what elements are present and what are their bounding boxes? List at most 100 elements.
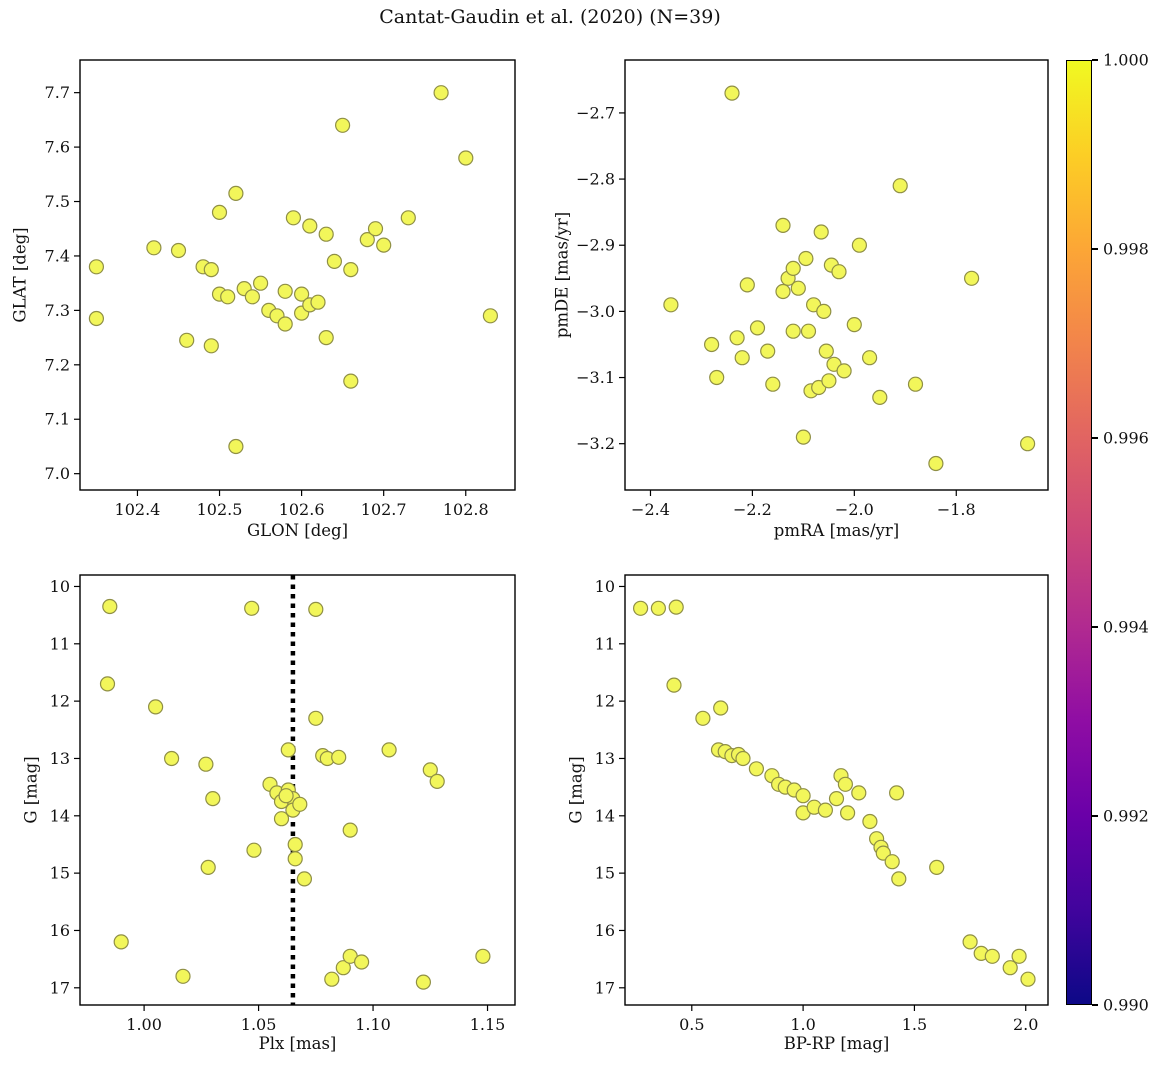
colorbar-tick-label: 0.994 bbox=[1103, 617, 1149, 637]
data-point bbox=[342, 822, 358, 838]
data-point bbox=[429, 773, 445, 789]
y-tick-label: −2.7 bbox=[576, 103, 615, 122]
data-point bbox=[828, 791, 845, 807]
y-tick-label: 7.4 bbox=[45, 246, 70, 265]
y-tick-label: −2.8 bbox=[576, 170, 615, 189]
x-tick-label: −2.0 bbox=[835, 500, 874, 519]
data-point bbox=[821, 373, 837, 389]
data-point bbox=[785, 323, 801, 339]
data-point bbox=[294, 286, 310, 302]
data-point bbox=[650, 600, 667, 616]
data-point bbox=[1002, 960, 1018, 976]
data-point bbox=[749, 320, 766, 336]
data-point bbox=[359, 232, 375, 248]
y-tick-label: −3.2 bbox=[576, 434, 615, 453]
data-point bbox=[760, 343, 776, 359]
x-tick-label: 2.0 bbox=[1013, 1015, 1038, 1034]
data-point bbox=[798, 250, 814, 267]
data-point bbox=[287, 851, 303, 867]
data-point bbox=[88, 259, 104, 275]
data-point bbox=[862, 813, 878, 830]
data-point bbox=[335, 117, 351, 133]
data-point bbox=[851, 785, 867, 801]
x-tick-label: 102.7 bbox=[361, 500, 407, 519]
axes-box bbox=[79, 59, 516, 491]
data-points-group bbox=[88, 85, 498, 455]
y-axis-label-glat: GLAT [deg] bbox=[10, 227, 30, 323]
data-point bbox=[381, 742, 397, 758]
y-tick-label: −2.9 bbox=[576, 236, 615, 255]
y-tick-label: 12 bbox=[50, 692, 70, 711]
data-point bbox=[984, 948, 1000, 964]
x-tick-label: 0.5 bbox=[679, 1015, 704, 1034]
scatter-plot-pmra-pmde: −2.4 −2.2 −2.0 −1.8 −2.7 −2.8 −2.9 −3.0 −3.1 −3.2 bbox=[576, 59, 1049, 519]
data-point bbox=[748, 761, 764, 777]
data-point bbox=[244, 289, 260, 305]
data-point bbox=[113, 934, 129, 950]
x-tick-label: 1.10 bbox=[355, 1015, 391, 1034]
scatter-plot-plx-g: 1.00 1.05 1.10 1.15 10 11 12 13 14 15 16 17 bbox=[50, 574, 516, 1034]
x-tick-label: −2.4 bbox=[631, 500, 670, 519]
y-tick-label: 13 bbox=[595, 749, 615, 768]
data-point bbox=[735, 750, 751, 767]
data-point bbox=[205, 791, 221, 807]
data-point bbox=[816, 303, 832, 319]
x-tick-label: 1.15 bbox=[470, 1015, 506, 1034]
data-point bbox=[734, 350, 750, 366]
data-point bbox=[790, 280, 806, 296]
data-point bbox=[818, 343, 834, 359]
data-point bbox=[458, 150, 474, 166]
colorbar-tick-mark bbox=[1092, 437, 1098, 439]
data-point bbox=[668, 599, 684, 615]
colorbar-tick-label: 1.000 bbox=[1103, 50, 1149, 70]
data-point bbox=[666, 677, 682, 693]
data-point bbox=[400, 210, 416, 226]
data-point bbox=[862, 350, 878, 366]
axes-box bbox=[79, 574, 516, 1006]
figure-title: Cantat-Gaudin et al. (2020) (N=39) bbox=[379, 6, 721, 28]
data-point bbox=[318, 330, 334, 346]
y-tick-label: 16 bbox=[595, 921, 615, 940]
colorbar-tick-label: 0.990 bbox=[1103, 995, 1149, 1015]
y-tick-label: 10 bbox=[595, 577, 615, 596]
data-point bbox=[278, 788, 294, 804]
x-tick-label: 102.6 bbox=[279, 500, 325, 519]
data-point bbox=[785, 260, 801, 276]
data-point bbox=[228, 185, 244, 201]
colorbar-tick-mark bbox=[1092, 248, 1098, 250]
data-point bbox=[892, 178, 908, 194]
data-point bbox=[343, 373, 359, 389]
data-point bbox=[308, 710, 324, 726]
y-tick-label: 7.7 bbox=[45, 83, 70, 102]
x-axis-label-plx: Plx [mas] bbox=[258, 1034, 337, 1053]
data-point bbox=[99, 676, 116, 692]
y-tick-label: 17 bbox=[595, 978, 615, 997]
data-point bbox=[846, 317, 862, 333]
data-point bbox=[287, 836, 303, 853]
data-points-group bbox=[633, 599, 1036, 987]
x-axis-label-pmra: pmRA [mas/yr] bbox=[773, 521, 900, 540]
data-point bbox=[244, 600, 260, 616]
y-tick-label: 12 bbox=[595, 692, 615, 711]
x-tick-label: −2.2 bbox=[733, 500, 772, 519]
data-point bbox=[146, 240, 162, 256]
data-point bbox=[170, 242, 187, 259]
data-point bbox=[907, 376, 924, 392]
y-axis-label-g-right: G [mag] bbox=[566, 756, 586, 824]
y-tick-label: −3.0 bbox=[576, 302, 615, 321]
data-point bbox=[277, 316, 293, 332]
y-tick-label: 7.6 bbox=[45, 138, 70, 157]
data-point bbox=[203, 262, 219, 278]
data-point bbox=[343, 262, 359, 278]
y-tick-label: 7.2 bbox=[45, 355, 70, 374]
y-tick-label: 17 bbox=[50, 978, 70, 997]
data-point bbox=[928, 455, 944, 472]
data-point bbox=[964, 270, 980, 286]
data-point bbox=[663, 297, 679, 313]
y-tick-label: −3.1 bbox=[576, 368, 615, 387]
data-point bbox=[775, 217, 791, 233]
data-point bbox=[198, 756, 214, 772]
data-point bbox=[285, 210, 301, 226]
y-tick-label: 7.0 bbox=[45, 464, 70, 483]
